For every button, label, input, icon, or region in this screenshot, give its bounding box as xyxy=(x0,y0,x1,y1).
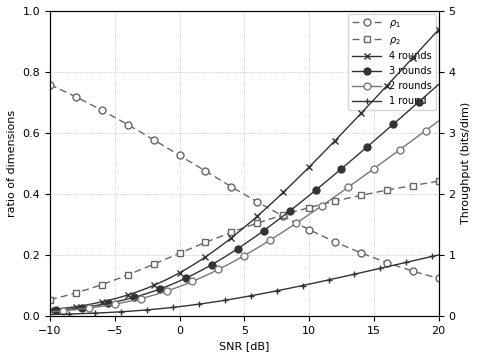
1 round xyxy=(204,301,210,305)
4 rounds xyxy=(313,159,318,163)
1 round xyxy=(217,299,223,303)
3 rounds xyxy=(407,107,413,112)
4 rounds xyxy=(436,28,442,32)
4 rounds xyxy=(217,245,223,249)
4 rounds xyxy=(375,93,380,98)
$- \square - \rho_2$ xyxy=(313,204,318,208)
Line: 3 rounds: 3 rounds xyxy=(46,81,442,314)
2 rounds xyxy=(217,267,223,271)
3 rounds xyxy=(204,265,210,270)
4 rounds xyxy=(353,117,358,121)
1 round xyxy=(407,259,413,263)
$- \square - \rho_2$ xyxy=(204,240,210,244)
$- \square - \rho_2$ xyxy=(436,179,442,183)
1 round xyxy=(313,281,318,285)
1 round xyxy=(375,267,380,271)
Line: $- \square - \rho_2$: $- \square - \rho_2$ xyxy=(47,179,441,303)
Line: 4 rounds: 4 rounds xyxy=(46,26,442,313)
$- \circ - \rho_1$ xyxy=(217,178,223,182)
2 rounds xyxy=(353,180,358,184)
3 rounds xyxy=(217,258,223,262)
Y-axis label: Throughput (bits/dim): Throughput (bits/dim) xyxy=(461,102,471,224)
$- \circ - \rho_1$ xyxy=(204,170,210,174)
3 rounds xyxy=(313,188,318,193)
$- \circ - \rho_1$ xyxy=(375,257,380,261)
$- \square - \rho_2$ xyxy=(375,190,380,194)
3 rounds xyxy=(436,82,442,87)
$- \square - \rho_2$ xyxy=(353,194,358,199)
2 rounds xyxy=(375,164,380,168)
$- \square - \rho_2$ xyxy=(407,184,413,188)
2 rounds xyxy=(407,140,413,144)
2 rounds xyxy=(436,119,442,123)
Line: 2 rounds: 2 rounds xyxy=(46,117,442,315)
$- \circ - \rho_1$ xyxy=(313,231,318,235)
2 rounds xyxy=(204,273,210,277)
Y-axis label: ratio of dimensions: ratio of dimensions xyxy=(7,110,17,217)
$- \square - \rho_2$ xyxy=(217,234,223,239)
$- \circ - \rho_1$ xyxy=(436,276,442,281)
4 rounds xyxy=(204,254,210,258)
1 round xyxy=(47,313,53,317)
1 round xyxy=(353,272,358,276)
2 rounds xyxy=(313,208,318,212)
3 rounds xyxy=(375,136,380,140)
$- \circ - \rho_1$ xyxy=(47,83,53,87)
Legend: $\rho_1$, $\rho_2$, 4 rounds, 3 rounds, 2 rounds, 1 round: $\rho_1$, $\rho_2$, 4 rounds, 3 rounds, … xyxy=(348,14,436,110)
1 round xyxy=(436,253,442,257)
3 rounds xyxy=(47,309,53,313)
Line: 1 round: 1 round xyxy=(46,251,442,318)
4 rounds xyxy=(407,58,413,63)
3 rounds xyxy=(353,155,358,159)
Line: $- \circ - \rho_1$: $- \circ - \rho_1$ xyxy=(46,81,442,282)
$- \circ - \rho_1$ xyxy=(407,268,413,272)
$- \circ - \rho_1$ xyxy=(353,248,358,253)
4 rounds xyxy=(47,308,53,312)
2 rounds xyxy=(47,310,53,314)
$- \square - \rho_2$ xyxy=(47,297,53,302)
X-axis label: SNR [dB]: SNR [dB] xyxy=(219,341,270,351)
